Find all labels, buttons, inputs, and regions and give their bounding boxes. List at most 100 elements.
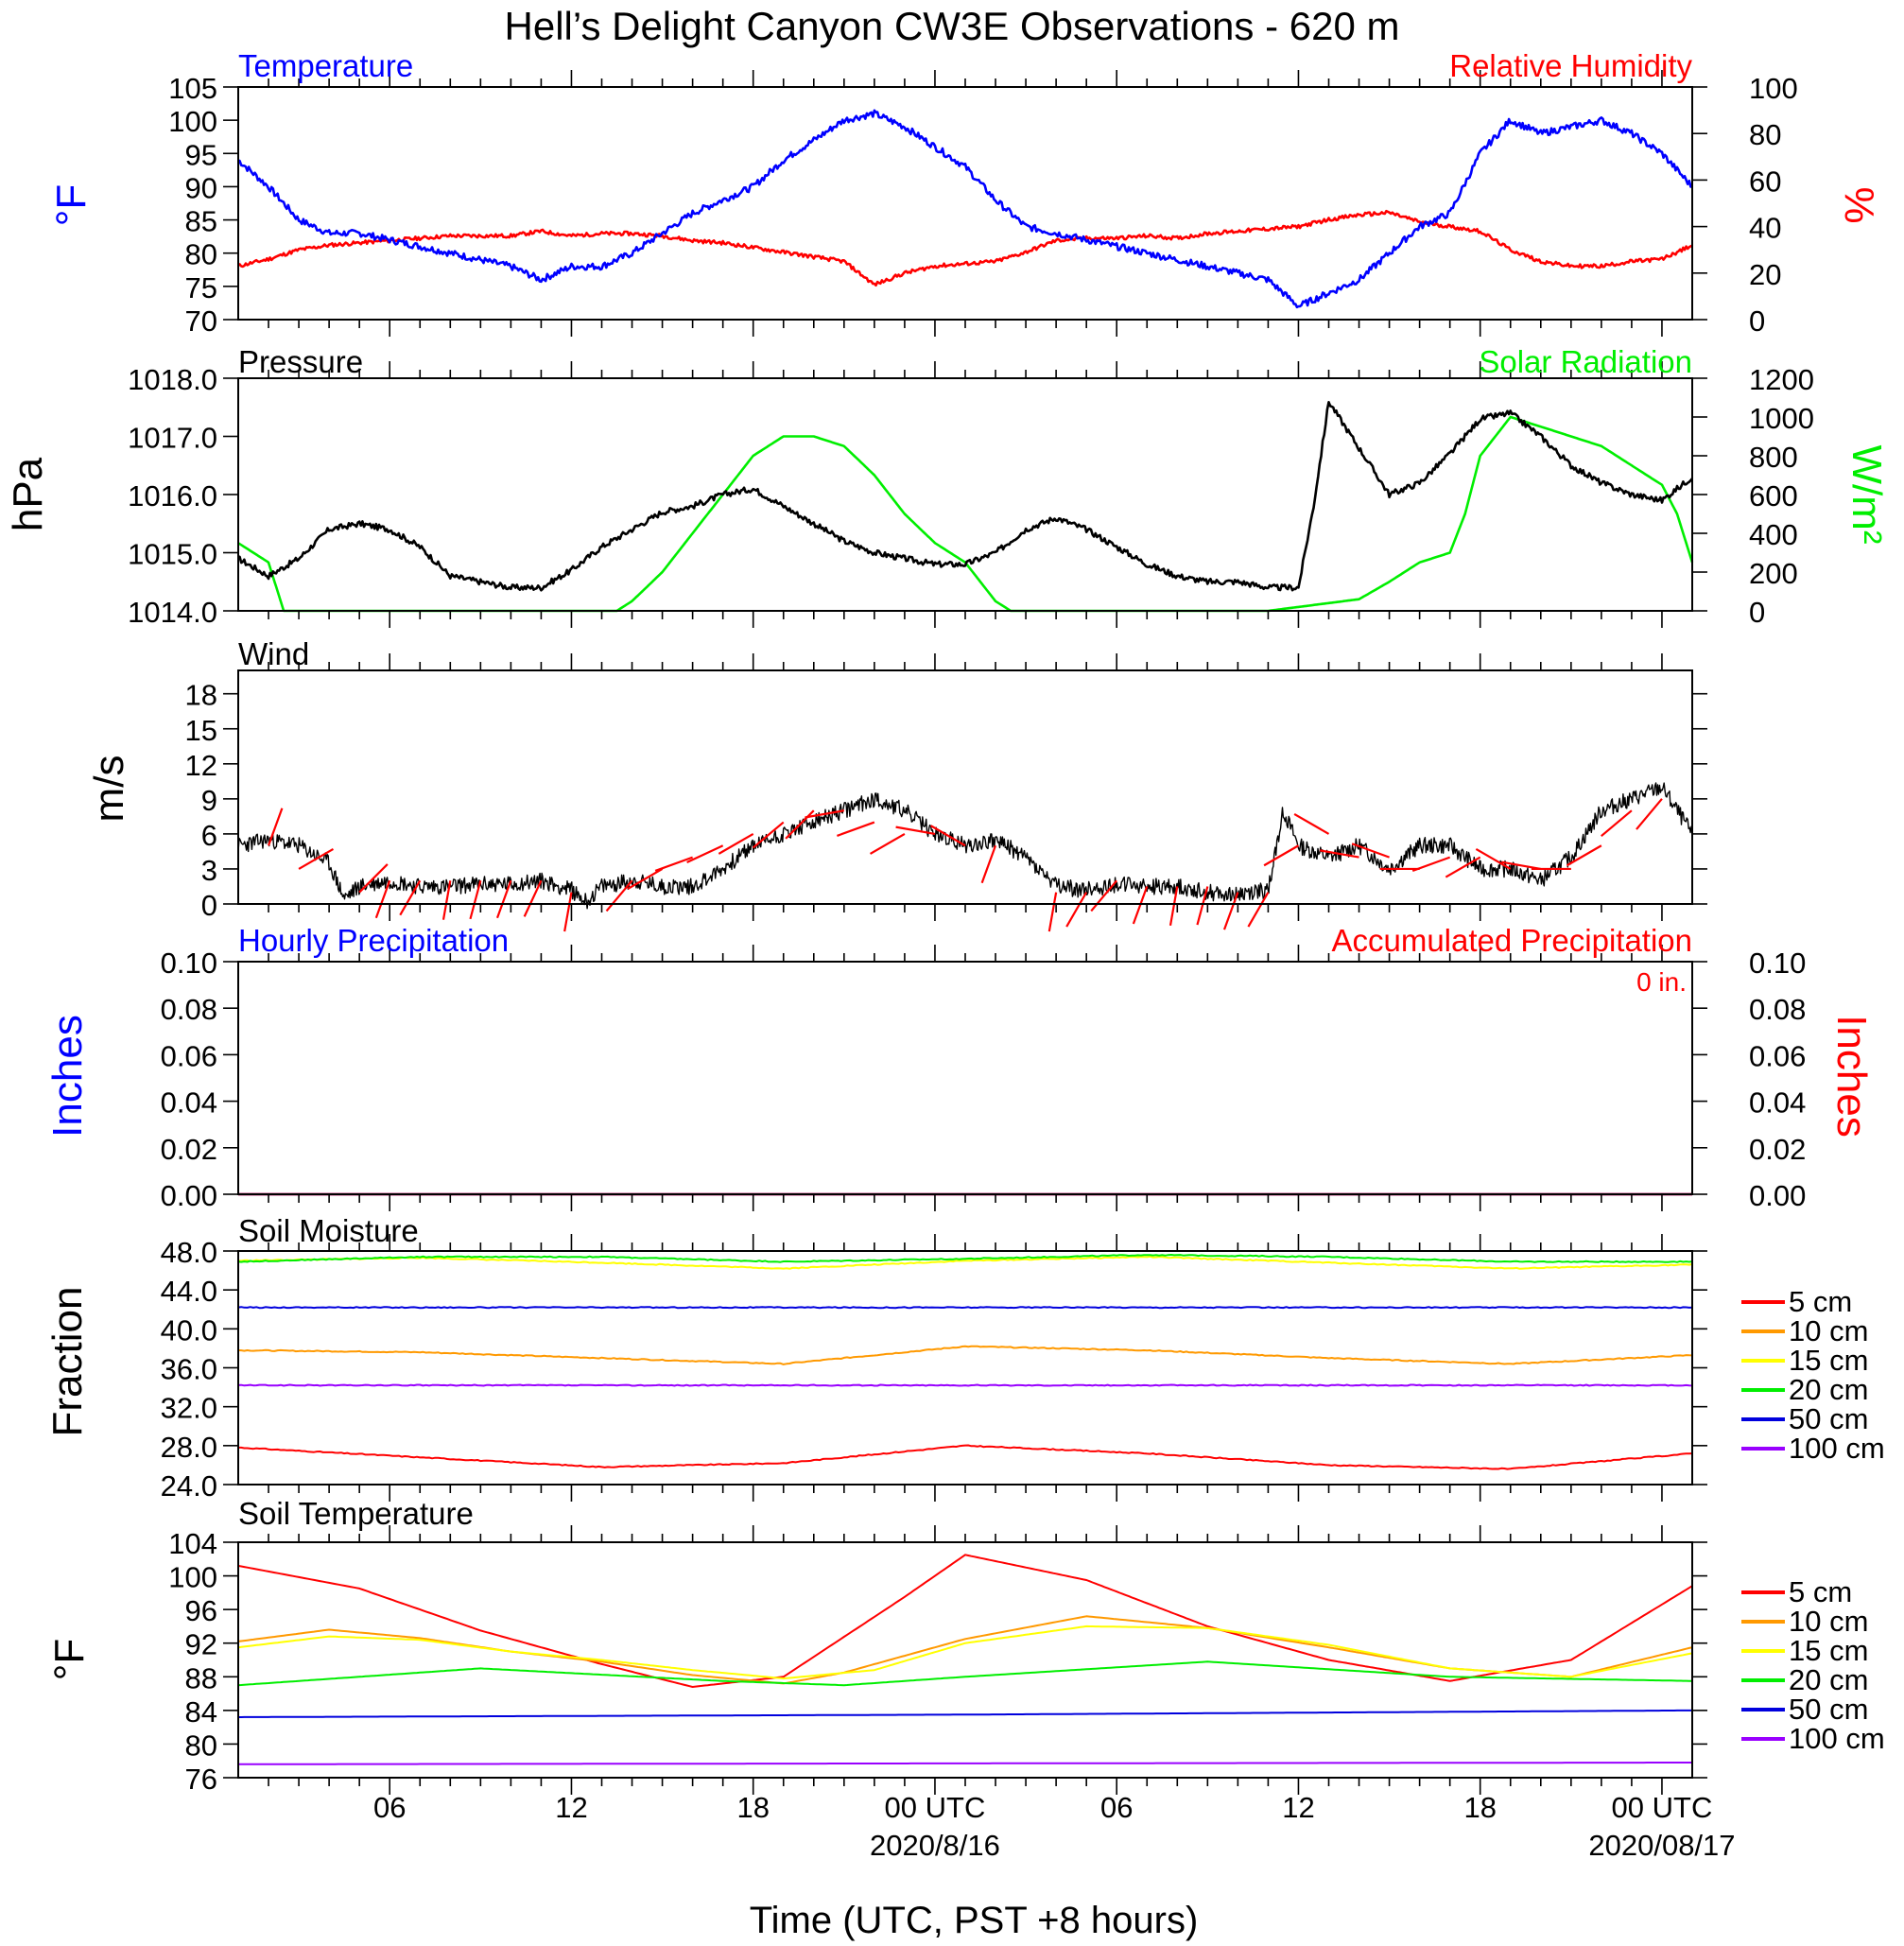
solar-y-title: W/m² [1843, 444, 1890, 544]
wind-barb [1293, 812, 1330, 835]
soil-moisture-ticks: 24.0 28.0 32.0 36.0 40.0 44.0 48.0 [161, 1234, 1707, 1503]
x-tick-label: 18 [736, 1791, 769, 1824]
precipitation-ticks: 0.00 0.02 0.04 0.06 0.08 0.10 0.00 0.02 0.04 0.06… [161, 945, 1806, 1212]
wind-barb [563, 892, 573, 932]
soil-moisture-lines [237, 1254, 1693, 1470]
wind-barb [358, 863, 389, 894]
wind-barb [1411, 856, 1451, 872]
y-tick-label: 100 [168, 105, 217, 138]
y2-tick-label: 1000 [1749, 402, 1814, 435]
x-tick-label: 12 [555, 1791, 587, 1824]
legend-label: 10 cm [1789, 1314, 1868, 1347]
soil-temp-20cm-line [237, 1660, 1692, 1687]
y-tick-label: 96 [185, 1594, 217, 1627]
wind-barb [1501, 860, 1541, 871]
wind-barb [895, 825, 936, 835]
x-tick-label: 18 [1463, 1791, 1496, 1824]
y2-tick-label: 0 [1749, 304, 1765, 338]
soil-moisture-10cm-line [237, 1345, 1693, 1365]
wind-barb [1196, 886, 1209, 926]
legend-label: 15 cm [1789, 1634, 1868, 1667]
wind-barb [752, 821, 785, 849]
plot-frame [237, 669, 1693, 905]
soil-temperature-title: Soil Temperature [238, 1496, 474, 1531]
pressure-ticks: 1014.0 1015.0 1016.0 1017.0 1018.0 0 200 400 600… [128, 361, 1814, 629]
plot-frame [237, 1250, 1693, 1486]
y-tick-label: 3 [201, 854, 217, 887]
humidity-y-title: % [1836, 186, 1882, 223]
y-tick-label: 0.04 [161, 1086, 217, 1120]
y2-tick-label: 200 [1749, 557, 1798, 590]
legend-label: 20 cm [1789, 1373, 1868, 1406]
x-date-label: 2020/08/17 [1588, 1829, 1735, 1862]
y-tick-label: 6 [201, 819, 217, 852]
y-tick-label: 85 [185, 205, 217, 238]
humidity-title: Relative Humidity [1449, 48, 1692, 83]
y-tick-label: 0 [201, 889, 217, 922]
accum-precip-title: Accumulated Precipitation [1331, 923, 1692, 958]
y2-tick-label: 0 [1749, 596, 1765, 629]
y-tick-label: 80 [185, 1729, 217, 1762]
plot-frame [237, 961, 1693, 1195]
x-tick-label: 06 [1100, 1791, 1133, 1824]
accum-precip-value: 0 in. [1636, 967, 1687, 997]
wind-barb [374, 879, 391, 919]
y-tick-label: 1018.0 [128, 363, 217, 396]
hourly-precip-title: Hourly Precipitation [238, 923, 509, 958]
legend-label: 100 cm [1789, 1722, 1885, 1755]
wind-barb [1566, 844, 1602, 867]
x-axis-labels: 06 12 18 00 UTC 2020/8/16 06 12 18 00 UTC 2020/08… [373, 1791, 1736, 1862]
wind-barb [785, 809, 815, 840]
wind-barb [441, 880, 452, 920]
y2-tick-label: 80 [1749, 118, 1781, 151]
wind-barb [930, 825, 966, 847]
y2-tick-label: 400 [1749, 518, 1798, 551]
pressure-title: Pressure [238, 344, 363, 379]
y-tick-label: 88 [185, 1661, 217, 1694]
solar-radiation-line [237, 415, 1694, 613]
y-tick-label: 28.0 [161, 1431, 217, 1464]
pressure-panel: 1014.0 1015.0 1016.0 1017.0 1018.0 0 200 400 600… [5, 344, 1890, 629]
wind-barb [869, 832, 906, 855]
y2-tick-label: 20 [1749, 258, 1781, 291]
legend-label: 50 cm [1789, 1402, 1868, 1435]
y-tick-label: 1014.0 [128, 596, 217, 629]
soil-moisture-20cm-line [237, 1254, 1693, 1263]
wind-barb [686, 844, 724, 863]
wind-barb [1445, 856, 1481, 878]
y-tick-label: 90 [185, 171, 217, 204]
soil-moisture-title: Soil Moisture [238, 1213, 419, 1248]
wind-barb [1090, 879, 1118, 912]
y2-tick-label: 1200 [1749, 363, 1814, 396]
wind-barb [1475, 847, 1512, 870]
wind-barb [605, 879, 633, 912]
y-tick-label: 15 [185, 714, 217, 747]
y-tick-label: 32.0 [161, 1392, 217, 1425]
soil-moisture-15cm-line [237, 1255, 1693, 1270]
plot-frame [237, 1541, 1693, 1779]
wind-barb [1132, 886, 1149, 925]
accum-precip-y-title: Inches [1828, 1015, 1875, 1138]
wind-barb [469, 880, 482, 920]
pressure-line [237, 400, 1694, 592]
wind-barb [1601, 809, 1633, 838]
soil-moisture-5cm-line [238, 1444, 1693, 1470]
y-tick-label: 0.10 [161, 947, 217, 980]
x-date-label: 2020/8/16 [870, 1829, 1000, 1862]
y2-tick-label: 0.00 [1749, 1179, 1806, 1212]
soil-moisture-100cm-line [237, 1383, 1693, 1387]
y2-tick-label: 0.10 [1749, 947, 1806, 980]
wind-y-title: m/s [86, 756, 132, 823]
wind-barb [298, 847, 335, 870]
temperature-lines [237, 109, 1693, 309]
temperature-line [237, 109, 1693, 309]
wind-barb [837, 821, 875, 837]
y-tick-label: 95 [185, 138, 217, 171]
soil-temp-100cm-line [238, 1762, 1692, 1765]
soil-temp-15cm-line [237, 1625, 1693, 1680]
pressure-lines [237, 400, 1694, 613]
